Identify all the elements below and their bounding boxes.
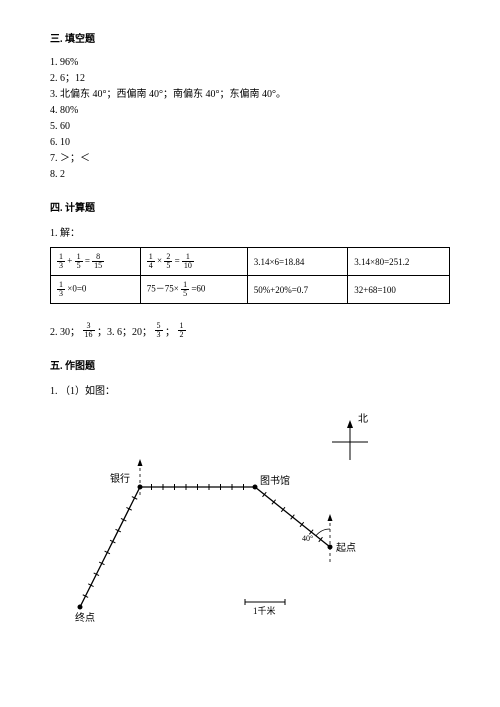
- svg-text:终点: 终点: [75, 611, 95, 624]
- fill-a2: 2. 6；12: [50, 71, 450, 87]
- calc-intro: 1. 解：: [50, 224, 450, 239]
- cell-r2c4: 32+68=100: [348, 276, 450, 304]
- svg-text:北: 北: [358, 413, 368, 425]
- cell-r1c4: 3.14×80=251.2: [348, 248, 450, 276]
- fill-a8: 8. 2: [50, 167, 450, 183]
- cell-r1c2: 14 × 25 = 110: [140, 248, 247, 276]
- svg-text:起点: 起点: [336, 542, 356, 554]
- calc-table: 13 + 15 = 815 14 × 25 = 110 3.14×6=18.84…: [50, 247, 450, 304]
- cell-r2c3: 50%+20%=0.7: [247, 276, 348, 304]
- cell-r1c1: 13 + 15 = 815: [51, 248, 141, 276]
- fill-a5: 5. 60: [50, 119, 450, 135]
- fill-a7: 7. ＞；＜: [50, 151, 450, 167]
- fill-a4: 4. 80%: [50, 103, 450, 119]
- fill-a6: 6. 10: [50, 135, 450, 151]
- svg-text:1千米: 1千米: [253, 605, 276, 616]
- fill-answers: 1. 96% 2. 6；12 3. 北偏东 40°；西偏南 40°；南偏东 40…: [50, 55, 450, 183]
- ratio-line: 2. 30； 316 ；3. 6；20； 53 ； 12: [50, 322, 450, 339]
- svg-text:40°: 40°: [302, 534, 313, 543]
- route-diagram: 北银行 图书馆起点终点 40° 1千米: [50, 407, 450, 657]
- fill-a1: 1. 96%: [50, 55, 450, 71]
- cell-r1c3: 3.14×6=18.84: [247, 248, 348, 276]
- svg-text:图书馆: 图书馆: [260, 474, 290, 487]
- section-calc-title: 四. 计算题: [50, 199, 450, 214]
- svg-text:银行: 银行: [110, 472, 130, 485]
- fill-a3: 3. 北偏东 40°；西偏南 40°；南偏东 40°；东偏南 40°。: [50, 87, 450, 103]
- section-draw-title: 五. 作图题: [50, 357, 450, 372]
- cell-r2c2: 75－75× 15 =60: [140, 276, 247, 304]
- cell-r2c1: 13 ×0=0: [51, 276, 141, 304]
- section-fill-title: 三. 填空题: [50, 30, 450, 45]
- draw-intro: 1. （1）如图：: [50, 382, 450, 397]
